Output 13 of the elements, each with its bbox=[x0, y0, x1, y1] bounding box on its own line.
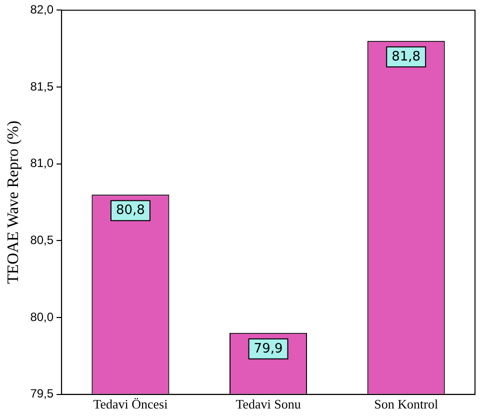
y-tick-label: 80,0 bbox=[30, 310, 54, 324]
x-tick-label: Tedavi Öncesi bbox=[93, 396, 168, 412]
y-tick-label: 79,5 bbox=[30, 386, 54, 401]
data-label: 80,8 bbox=[116, 202, 145, 218]
y-tick-label: 81,5 bbox=[30, 79, 54, 94]
data-label: 79,9 bbox=[254, 341, 283, 356]
data-label: 81,8 bbox=[392, 49, 421, 64]
y-axis-title: TEOAE Wave Repro (%) bbox=[4, 120, 22, 284]
y-tick-label: 80,5 bbox=[30, 233, 54, 248]
x-tick-label: Tedavi Sonu bbox=[236, 396, 302, 412]
y-tick-label: 82,0 bbox=[30, 2, 54, 17]
x-tick-label: Son Kontrol bbox=[374, 396, 438, 412]
y-tick-label: 81,0 bbox=[30, 156, 54, 170]
